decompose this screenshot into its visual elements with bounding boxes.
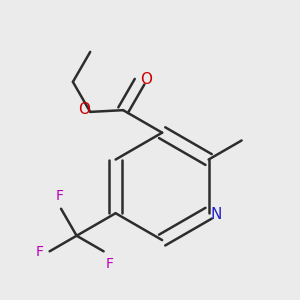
Text: F: F <box>105 257 113 271</box>
Text: F: F <box>55 189 63 203</box>
Text: O: O <box>78 102 90 117</box>
Text: F: F <box>35 245 44 260</box>
Text: N: N <box>211 208 222 223</box>
Text: O: O <box>140 72 152 87</box>
